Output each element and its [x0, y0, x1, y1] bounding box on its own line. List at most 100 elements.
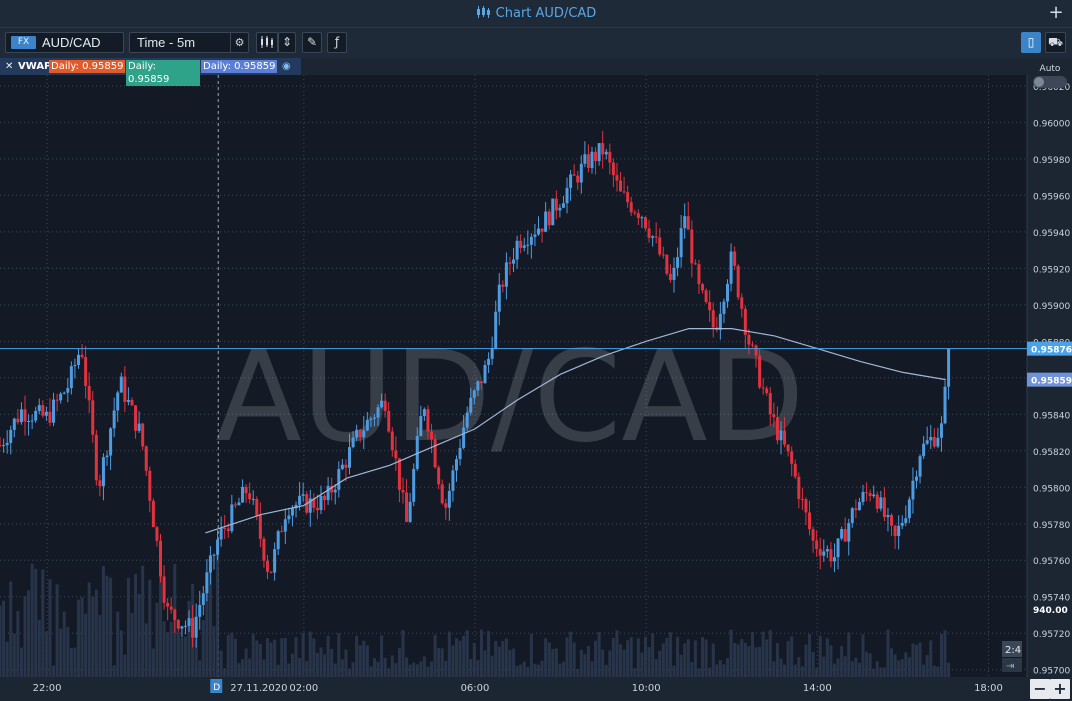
zoom-out-button[interactable]: −: [1030, 679, 1050, 699]
y-tick-label: 0.95760: [1033, 557, 1070, 567]
candle-body: [0, 445, 2, 447]
candle-body: [376, 407, 380, 418]
chart-type-button[interactable]: [256, 32, 278, 53]
auto-label: Auto: [1039, 64, 1061, 74]
pencil-icon[interactable]: ✎: [302, 32, 322, 53]
volume-bar: [897, 660, 901, 677]
chevron-updown-icon[interactable]: ⇕: [278, 32, 296, 53]
candle-body: [729, 251, 733, 284]
candle-body: [248, 493, 252, 500]
last-price-tag: [1027, 341, 1072, 356]
volume-bar: [693, 640, 697, 677]
volume-bar: [134, 574, 138, 677]
candle-body: [890, 515, 894, 526]
candle-body: [544, 211, 548, 232]
volume-bar: [155, 602, 159, 677]
volume-bar: [198, 660, 202, 677]
add-window-button[interactable]: +: [1048, 2, 1064, 23]
candle-body: [323, 495, 327, 501]
plot-area: [0, 75, 1027, 677]
symbol-selector[interactable]: FX AUD/CAD: [5, 32, 124, 53]
volume-bar: [440, 648, 444, 677]
candle-body: [308, 498, 312, 513]
candle-body: [590, 151, 594, 169]
volume-bar: [508, 650, 512, 677]
symbol-type-badge: FX: [11, 36, 36, 49]
volume-bar: [59, 628, 63, 677]
candle-body: [298, 495, 302, 505]
candle-body: [191, 618, 195, 638]
volume-bar: [430, 661, 434, 677]
day-marker: [210, 679, 223, 693]
volume-bar: [929, 640, 933, 677]
indicators-icon[interactable]: ƒ: [327, 32, 347, 53]
volume-bar: [397, 648, 401, 677]
candle-body: [187, 618, 191, 626]
cart-icon[interactable]: ⛟: [1045, 32, 1066, 53]
candle-body: [105, 455, 109, 458]
candle-body: [166, 602, 170, 607]
vwap-price-label: 0.95859: [1031, 377, 1072, 387]
candle-body: [241, 486, 245, 503]
volume-bar: [537, 664, 541, 677]
candle-body: [861, 492, 865, 502]
eye-icon[interactable]: ◉: [282, 61, 291, 72]
volume-bar: [23, 596, 27, 677]
volume-bar: [472, 643, 476, 677]
volume-bar: [540, 660, 544, 677]
volume-bar: [658, 650, 662, 677]
toggle-switch[interactable]: [1033, 76, 1067, 88]
close-icon[interactable]: ✕: [5, 61, 14, 72]
candle-body: [465, 412, 469, 428]
candle-body: [690, 229, 694, 264]
timeframe-selector[interactable]: Time - 5m ⚙: [129, 32, 249, 53]
candle-body: [426, 409, 430, 432]
volume-bar: [144, 623, 148, 677]
candle-body: [112, 410, 116, 429]
candle-body: [704, 290, 708, 303]
volume-bar: [590, 661, 594, 677]
volume-bar: [626, 640, 630, 677]
volume-bar: [344, 649, 348, 677]
candle-body: [651, 236, 655, 238]
volume-bar: [797, 656, 801, 677]
volume-bar: [394, 663, 398, 677]
volume-bar: [875, 661, 879, 677]
candle-body: [661, 254, 665, 256]
candle-body: [797, 476, 801, 499]
volume-bar: [683, 643, 687, 677]
zoom-in-button[interactable]: +: [1050, 679, 1070, 699]
volume-bar: [130, 613, 134, 677]
volume-bar: [611, 638, 615, 677]
volume-bar: [287, 663, 291, 677]
candle-body: [750, 344, 754, 346]
volume-bar: [223, 668, 227, 677]
layout-icon[interactable]: ▯: [1021, 32, 1041, 53]
candle-body: [929, 436, 933, 441]
candle-body: [508, 262, 512, 264]
gear-icon[interactable]: ⚙: [230, 33, 248, 52]
candle-body: [615, 175, 619, 181]
auto-scale-toggle[interactable]: Auto: [1030, 64, 1070, 88]
candle-body: [173, 609, 177, 621]
candle-body: [287, 515, 291, 520]
volume-bar: [34, 568, 38, 677]
volume-bar: [333, 663, 337, 677]
candle-body: [850, 508, 854, 524]
countdown-box: [1002, 641, 1022, 657]
time-axis: [0, 677, 1072, 701]
candle-body: [16, 418, 20, 423]
volume-bar: [754, 647, 758, 677]
volume-bar: [55, 584, 59, 677]
candle-body: [640, 217, 644, 219]
volume-bar: [551, 649, 555, 677]
volume-bar: [159, 575, 163, 677]
candle-body: [151, 500, 155, 528]
y-tick-label: 0.95820: [1033, 448, 1070, 458]
volume-bar: [365, 645, 369, 677]
volume-bar: [868, 653, 872, 677]
candle-body: [141, 423, 145, 447]
volume-bar: [633, 668, 637, 677]
candle-body: [137, 423, 141, 431]
